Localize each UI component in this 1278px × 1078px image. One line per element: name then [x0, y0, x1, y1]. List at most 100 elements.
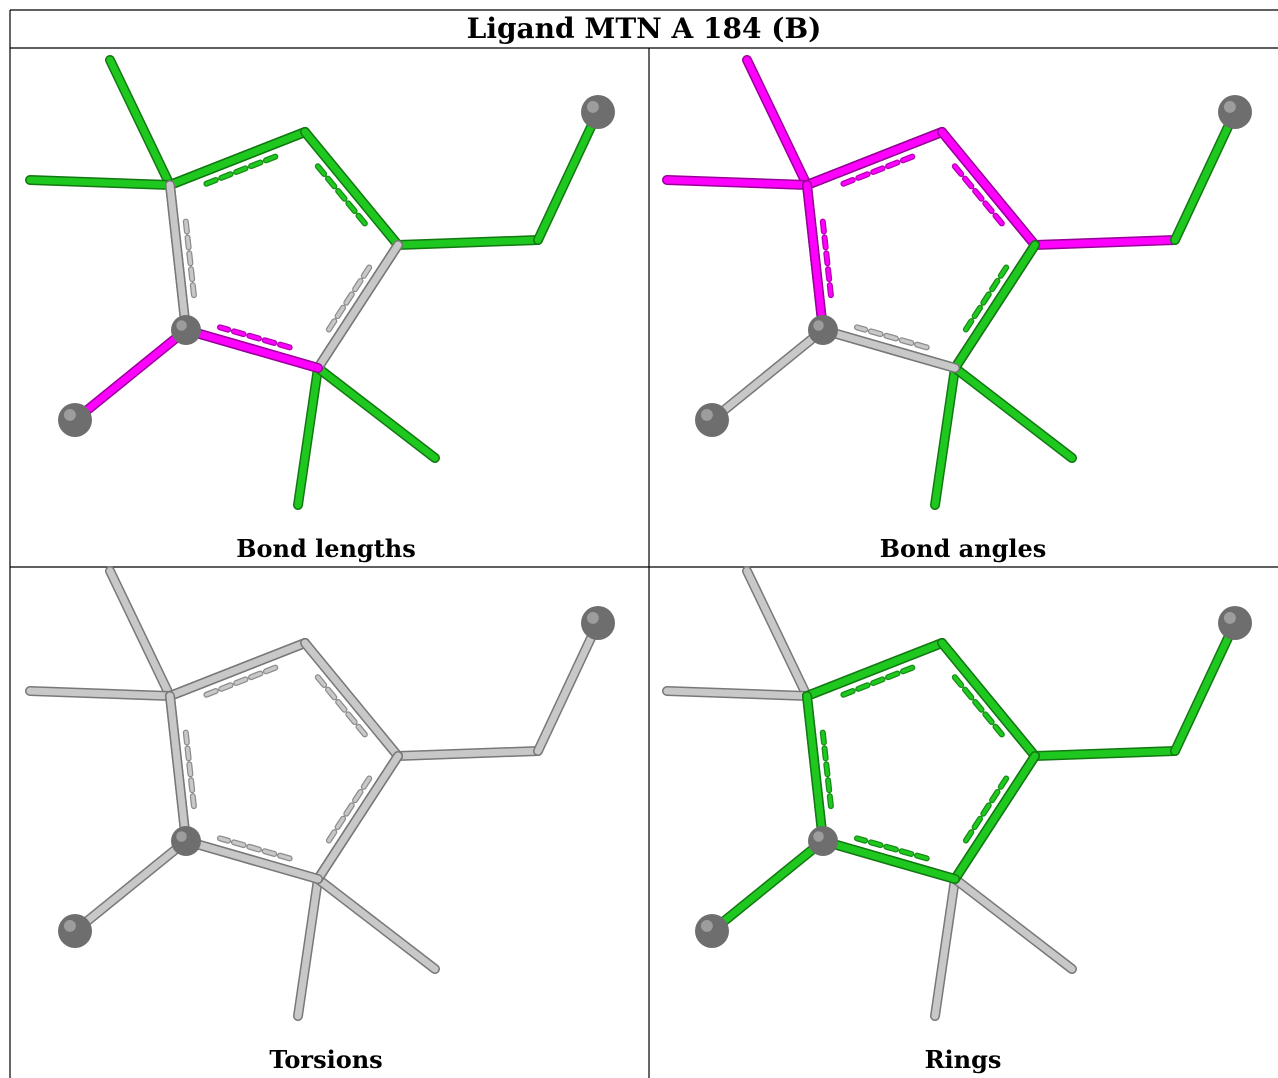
- caption-bond-lengths: Bond lengths: [236, 534, 416, 563]
- bond: [71, 837, 190, 935]
- atom-highlight: [176, 831, 187, 842]
- ring-dashed-bond: [953, 164, 1006, 228]
- atom-sphere: [1218, 606, 1252, 640]
- atom-highlight: [700, 408, 713, 421]
- panel-torsions: [25, 566, 615, 1021]
- panel-rings: [662, 566, 1252, 1021]
- ring-dashed-bond: [204, 664, 280, 697]
- bond: [743, 567, 811, 700]
- ring-dashed-bond: [820, 216, 833, 297]
- atom-sphere: [808, 826, 838, 856]
- atom-highlight: [63, 408, 76, 421]
- ring-dashed-bond: [855, 325, 929, 350]
- ring-dashed-bond: [953, 675, 1006, 739]
- ring-dashed-bond: [325, 265, 371, 335]
- ring-dashed-bond: [218, 836, 292, 861]
- panel-bond-angles: [662, 55, 1252, 510]
- ring-dashed-bond: [841, 664, 917, 697]
- ring-bond: [819, 837, 959, 883]
- atom-sphere: [171, 826, 201, 856]
- ring-dashed-bond: [316, 164, 369, 228]
- atom-sphere: [581, 606, 615, 640]
- bond: [951, 875, 1076, 973]
- ring-dashed-bond: [962, 776, 1008, 846]
- atom-highlight: [176, 320, 187, 331]
- figure-title: Ligand MTN A 184 (B): [467, 12, 822, 45]
- bond: [931, 364, 959, 509]
- bond: [106, 56, 174, 189]
- ring-bond: [951, 241, 1039, 372]
- ring-bond: [803, 181, 827, 334]
- ring-dashed-bond: [962, 265, 1008, 335]
- bond: [106, 567, 174, 700]
- atom-highlight: [63, 919, 76, 932]
- ring-bond: [803, 692, 827, 845]
- ring-dashed-bond: [218, 325, 292, 350]
- caption-rings: Rings: [925, 1045, 1002, 1074]
- atom-sphere: [695, 914, 729, 948]
- ring-bond: [314, 752, 402, 883]
- bond: [314, 364, 439, 462]
- atom-highlight: [700, 919, 713, 932]
- atom-sphere: [58, 403, 92, 437]
- bond: [534, 108, 602, 244]
- bond: [1031, 236, 1179, 249]
- bond: [294, 364, 322, 509]
- caption-torsions: Torsions: [269, 1045, 382, 1074]
- bond: [314, 875, 439, 973]
- atom-sphere: [808, 315, 838, 345]
- bond: [663, 687, 811, 700]
- atom-sphere: [695, 403, 729, 437]
- atom-sphere: [1218, 95, 1252, 129]
- bond: [663, 176, 811, 189]
- bond: [394, 747, 542, 760]
- table-frame: [9, 9, 1278, 1078]
- ring-dashed-bond: [841, 153, 917, 186]
- bond: [951, 364, 1076, 462]
- atom-highlight: [586, 100, 599, 113]
- bond: [1031, 747, 1179, 760]
- bond: [294, 875, 322, 1020]
- ring-bond: [166, 639, 309, 700]
- ring-bond: [819, 326, 959, 372]
- atom-sphere: [171, 315, 201, 345]
- ring-bond: [938, 128, 1039, 249]
- atom-highlight: [813, 831, 824, 842]
- ring-dashed-bond: [183, 727, 196, 808]
- atom-highlight: [1223, 611, 1236, 624]
- ring-dashed-bond: [325, 776, 371, 846]
- bond: [1171, 619, 1239, 755]
- ring-dashed-bond: [316, 675, 369, 739]
- ring-bond: [166, 692, 190, 845]
- ring-dashed-bond: [820, 727, 833, 808]
- bond: [26, 176, 174, 189]
- ring-bond: [314, 241, 402, 372]
- atom-highlight: [813, 320, 824, 331]
- bond: [1171, 108, 1239, 244]
- ring-bond: [301, 128, 402, 249]
- caption-bond-angles: Bond angles: [880, 534, 1047, 563]
- bond: [743, 56, 811, 189]
- ring-bond: [803, 128, 946, 189]
- ring-bond: [166, 128, 309, 189]
- atom-highlight: [1223, 100, 1236, 113]
- ring-bond: [803, 639, 946, 700]
- ring-bond: [301, 639, 402, 760]
- ring-bond: [182, 326, 322, 372]
- ring-bond: [951, 752, 1039, 883]
- ring-dashed-bond: [204, 153, 280, 186]
- ring-bond: [166, 181, 190, 334]
- bond: [534, 619, 602, 755]
- ring-dashed-bond: [855, 836, 929, 861]
- atom-sphere: [58, 914, 92, 948]
- bond: [71, 326, 190, 424]
- panel-bond-lengths: [25, 55, 615, 510]
- bond: [708, 837, 827, 935]
- ring-bond: [182, 837, 322, 883]
- bond: [26, 687, 174, 700]
- ring-dashed-bond: [183, 216, 196, 297]
- atom-sphere: [581, 95, 615, 129]
- ring-bond: [938, 639, 1039, 760]
- bond: [708, 326, 827, 424]
